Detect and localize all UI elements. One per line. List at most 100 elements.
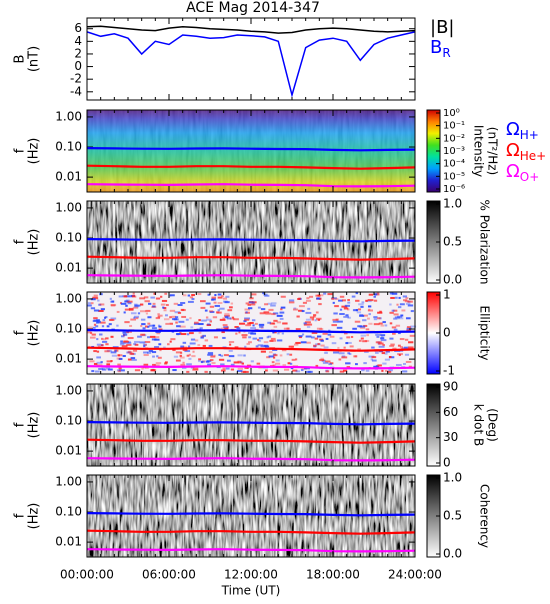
colorbar-tick-label: 30 — [443, 430, 458, 444]
spectrogram-texture — [147, 322, 151, 325]
spectrogram-texture — [101, 368, 107, 371]
spectrogram-texture — [339, 308, 343, 311]
spectrogram-texture — [397, 353, 403, 356]
spectrogram-texture — [96, 350, 100, 353]
gyrofrequency-line — [86, 346, 416, 352]
spectrogram-texture — [389, 322, 393, 325]
spectrogram-texture — [224, 301, 230, 304]
colorbar-tick-label: 10⁰ — [443, 108, 460, 119]
spectrogram-texture — [237, 367, 244, 370]
spectrogram-texture — [130, 357, 136, 360]
spectrogram-texture — [179, 354, 182, 357]
spectrogram-texture — [145, 309, 151, 312]
spectrogram-texture — [186, 370, 190, 373]
spectrogram-texture — [98, 303, 102, 306]
spectrogram-texture — [334, 305, 339, 308]
spectrogram-texture — [181, 309, 186, 312]
spectrogram-texture — [250, 303, 256, 306]
y-tick-label: 1.00 — [55, 291, 82, 305]
spectrogram-texture — [357, 348, 361, 351]
spectrogram-texture — [149, 349, 154, 352]
spectrogram-texture — [139, 341, 146, 344]
spectrogram-texture — [384, 369, 388, 372]
spectrogram-texture — [208, 310, 214, 313]
spectrogram-texture — [298, 335, 303, 338]
spectrogram-texture — [388, 369, 393, 372]
y-axis-label: f — [13, 330, 28, 335]
spectrogram-texture — [209, 320, 213, 323]
spectrogram-texture — [172, 318, 178, 321]
spectrogram-texture — [235, 332, 238, 335]
spectrogram-texture — [249, 297, 254, 300]
spectrogram-texture — [292, 308, 298, 311]
spectrogram-texture — [394, 316, 401, 319]
spectrogram-texture — [343, 315, 350, 318]
spectrogram-texture — [231, 316, 234, 319]
spectrogram-texture — [367, 299, 374, 302]
spectrogram-texture — [373, 316, 378, 319]
spectrogram-texture — [110, 351, 117, 354]
spectrogram-texture — [325, 360, 331, 363]
spectrogram-texture — [207, 293, 211, 296]
spectrogram-texture — [393, 328, 398, 331]
spectrogram-texture — [212, 316, 218, 319]
y-axis-unit: (Hz) — [27, 320, 42, 347]
spectrogram-texture — [222, 336, 226, 339]
spectrogram-texture — [279, 311, 285, 314]
chart-title: ACE Mag 2014-347 — [186, 0, 320, 16]
spectrogram-texture — [209, 305, 215, 308]
spectrogram-texture — [120, 342, 126, 345]
spectrogram-texture — [100, 344, 104, 347]
spectrogram-texture — [223, 354, 229, 357]
spectrogram-texture — [389, 337, 394, 340]
spectrogram-texture — [93, 350, 97, 353]
spectrogram-texture — [178, 320, 185, 323]
spectrogram-texture — [389, 345, 395, 348]
spectrogram-texture — [316, 317, 322, 320]
spectrogram-texture — [118, 295, 123, 298]
spectrogram-texture — [137, 312, 141, 315]
spectrogram-texture — [176, 325, 181, 328]
spectrogram-texture — [295, 370, 301, 373]
spectrogram-texture — [164, 318, 170, 321]
spectrogram-texture — [124, 321, 130, 324]
spectrogram-texture — [189, 317, 192, 320]
spectrogram-texture — [263, 341, 269, 344]
spectrogram-texture — [343, 369, 348, 372]
spectrogram-texture — [228, 355, 235, 358]
y-tick-label: 0.01 — [55, 444, 82, 458]
spectrogram-texture — [91, 370, 95, 373]
spectrogram-texture — [182, 361, 185, 364]
spectrogram-texture — [392, 332, 396, 335]
spectrogram-texture — [188, 357, 192, 360]
spectrogram-texture — [381, 352, 386, 355]
spectrogram-texture — [270, 304, 276, 307]
spectrogram-texture — [217, 293, 222, 296]
spectrogram-texture — [250, 293, 257, 296]
spectrogram-texture — [168, 294, 172, 297]
spectrogram-texture — [275, 359, 280, 362]
spectrogram-texture — [144, 325, 148, 328]
spectrogram-texture — [156, 355, 159, 358]
spectrogram-texture — [158, 328, 163, 331]
spectrogram-texture — [398, 296, 401, 299]
spectrogram-texture — [202, 344, 206, 347]
colorbar-label: % Polarization — [478, 200, 492, 285]
spectrogram-texture — [141, 323, 146, 326]
spectrogram-texture — [210, 355, 216, 358]
spectrogram-texture — [402, 295, 408, 298]
spectrogram-texture — [267, 302, 272, 305]
colorbar-label: Ellipticity — [478, 306, 492, 361]
spectrogram-texture — [97, 345, 101, 348]
spectrogram-texture — [302, 301, 307, 304]
spectrogram-texture — [405, 317, 411, 320]
spectrogram-texture — [143, 296, 149, 299]
spectrogram-texture — [339, 370, 345, 373]
colorbar-tick-label: 0 — [443, 326, 451, 340]
spectrogram-texture — [190, 338, 196, 341]
spectrogram-texture — [147, 336, 151, 339]
spectrogram-texture — [257, 338, 260, 341]
legend-sub: O+ — [520, 170, 540, 184]
spectrogram-texture — [155, 297, 161, 300]
